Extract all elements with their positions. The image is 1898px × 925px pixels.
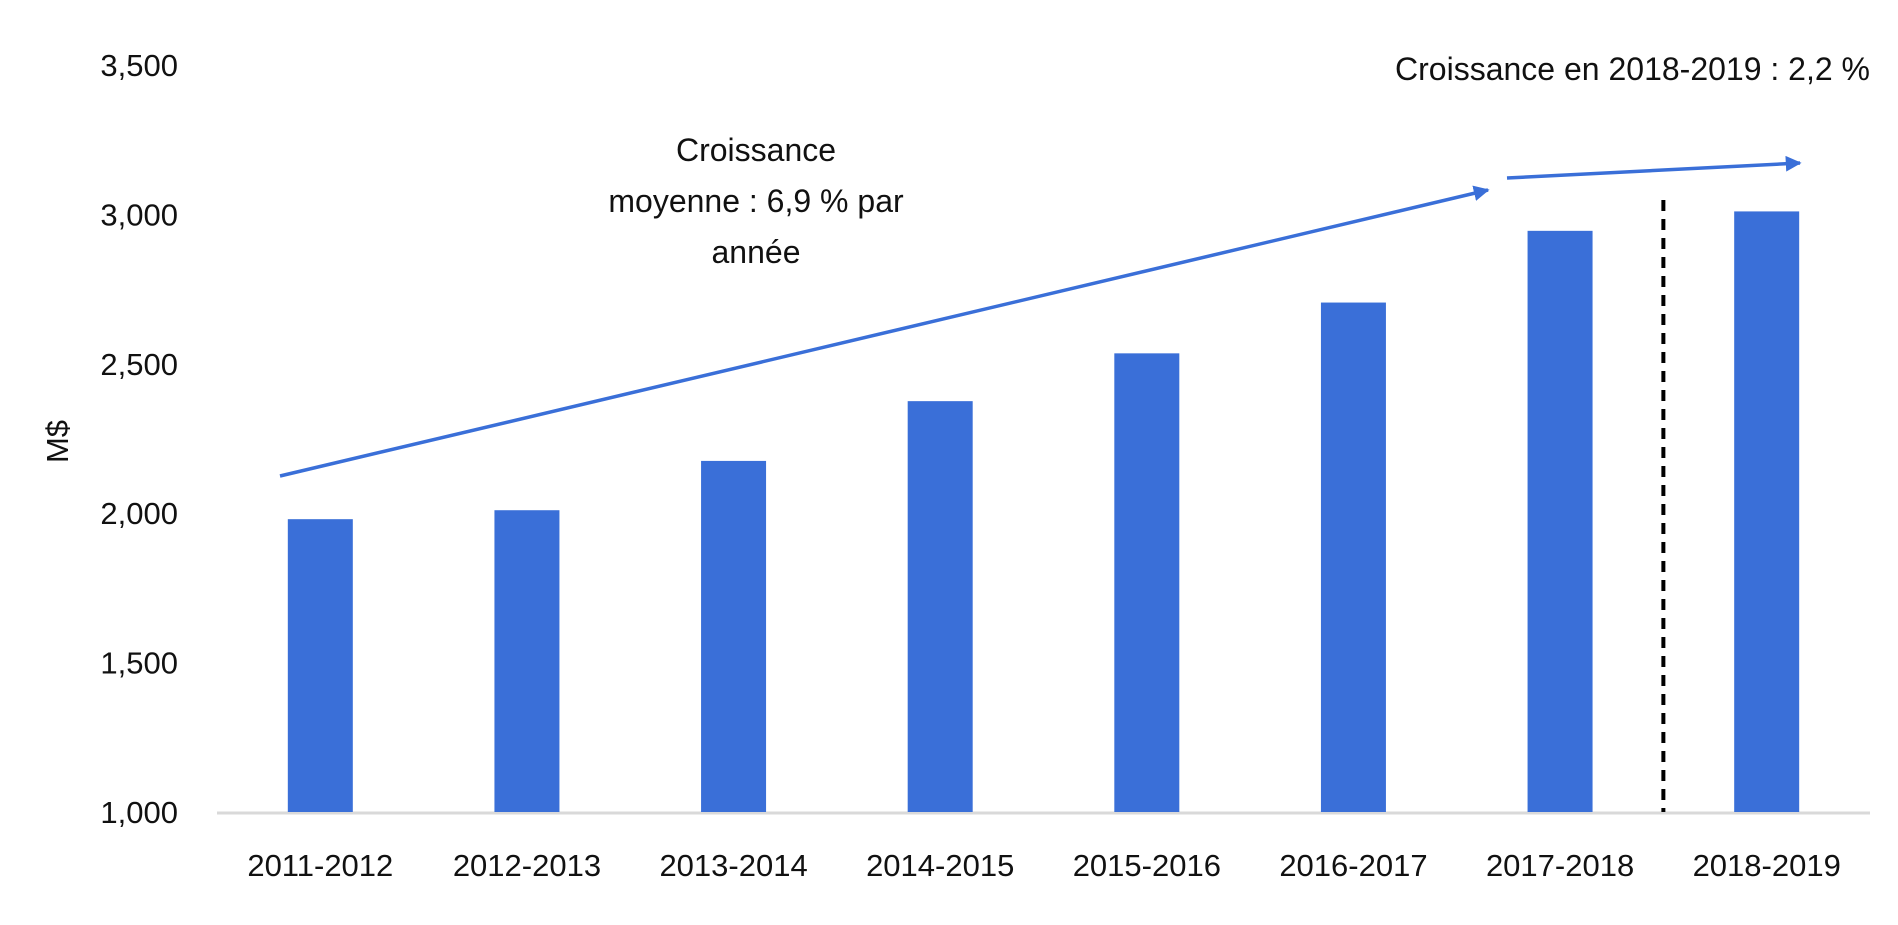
average-growth-annotation: Croissance moyenne : 6,9 % par année xyxy=(608,132,904,270)
bar xyxy=(494,510,560,812)
x-tick-label: 2013-2014 xyxy=(659,848,807,883)
x-tick-label: 2011-2012 xyxy=(247,848,393,883)
x-tick-label: 2017-2018 xyxy=(1486,848,1634,883)
growth-2018-2019-arrow xyxy=(1506,155,1802,180)
x-tick-label: 2018-2019 xyxy=(1693,848,1841,883)
bar xyxy=(1734,211,1800,813)
growth-2018-2019-annotation: Croissance en 2018-2019 : 2,2 % xyxy=(1395,51,1870,87)
bar xyxy=(907,401,973,812)
axes: 1,000 1,500 2,000 2,500 3,000 3,500 M$ 2011-201… xyxy=(40,48,1870,883)
y-tick-label: 1,000 xyxy=(100,795,178,830)
bar xyxy=(701,460,767,812)
y-tick-label: 3,500 xyxy=(100,48,178,83)
y-tick-label: 3,000 xyxy=(100,197,178,232)
annotation-line: Croissance xyxy=(676,132,836,168)
y-tick-label: 2,000 xyxy=(100,496,178,531)
x-tick-label: 2014-2015 xyxy=(866,848,1014,883)
bar xyxy=(1527,230,1593,813)
x-tick-label: 2015-2016 xyxy=(1073,848,1221,883)
bar xyxy=(1320,302,1386,812)
bars xyxy=(287,211,1800,813)
annotations: Croissance moyenne : 6,9 % par annéeCroiss… xyxy=(279,51,1870,478)
annotation-line: moyenne : 6,9 % par xyxy=(608,183,904,219)
bar xyxy=(287,519,353,812)
x-tick-label: 2016-2017 xyxy=(1279,848,1427,883)
annotation-line: année xyxy=(712,234,801,270)
y-tick-label: 2,500 xyxy=(100,347,178,382)
x-tick-label: 2012-2013 xyxy=(453,848,601,883)
y-axis-title: M$ xyxy=(40,420,75,463)
y-tick-label: 1,500 xyxy=(100,646,178,681)
bar xyxy=(1114,353,1180,812)
average-growth-arrow xyxy=(279,185,1490,478)
